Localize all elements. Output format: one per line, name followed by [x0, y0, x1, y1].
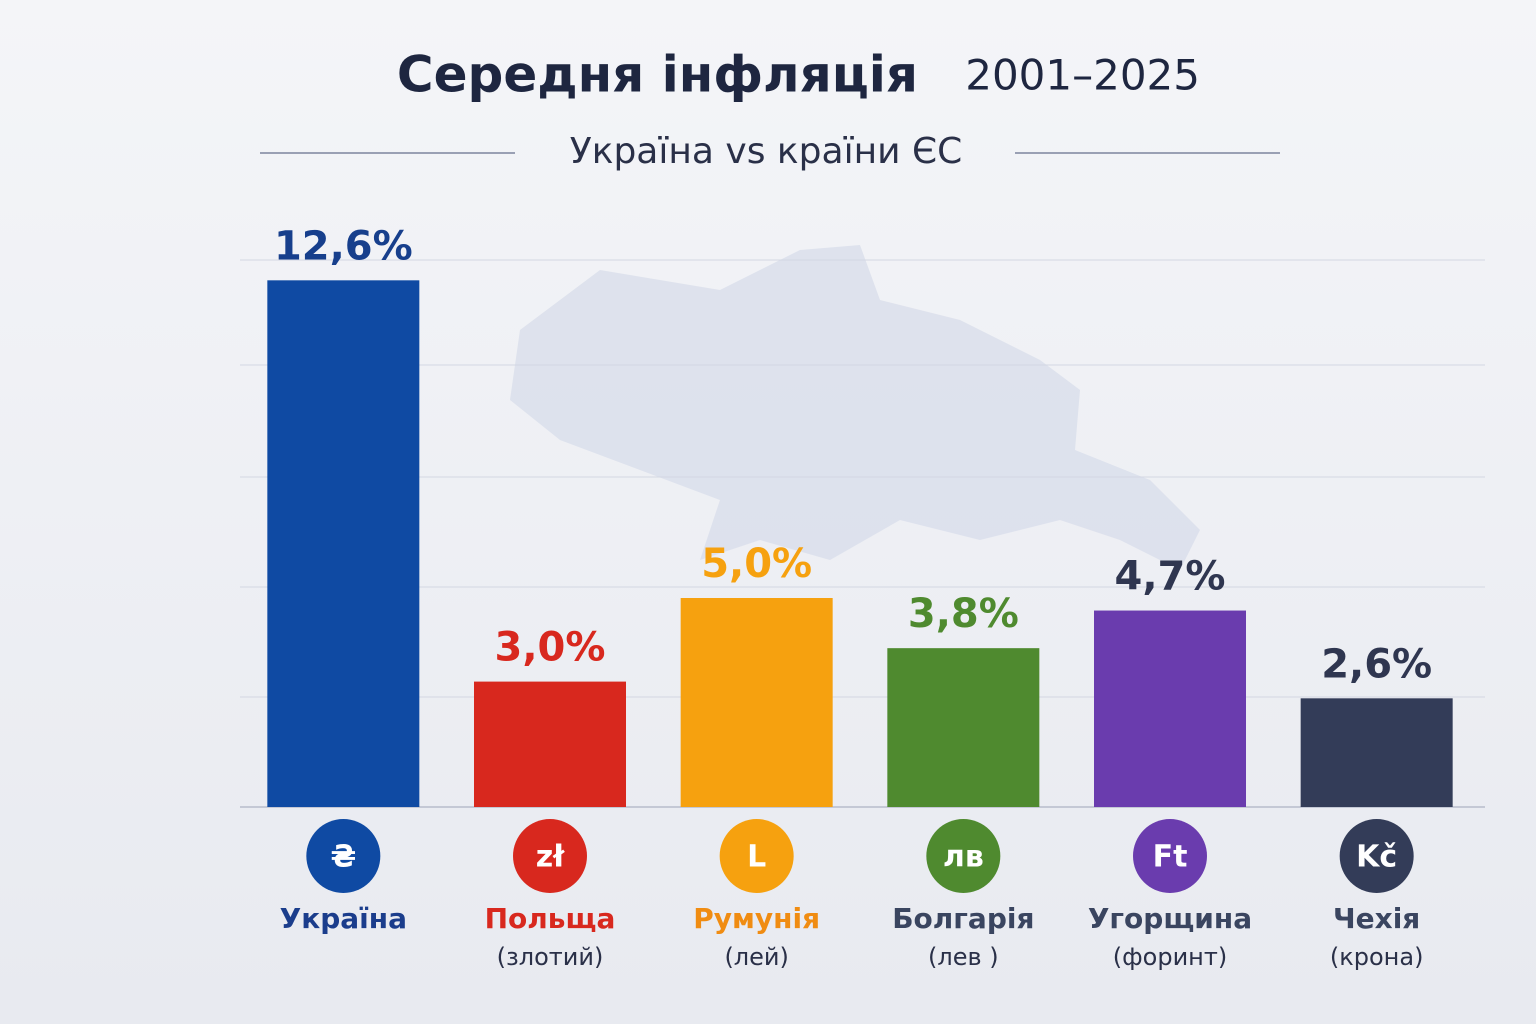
value-label: 4,7% — [1115, 554, 1226, 600]
currency-icon — [926, 819, 1001, 893]
currency-symbol: Kč — [1356, 840, 1397, 875]
currency-name: (лев ) — [928, 943, 999, 971]
x-tick-label: Румунія — [693, 902, 820, 935]
currency-symbol: ₴ — [330, 840, 356, 875]
value-label: 2,6% — [1321, 641, 1432, 687]
currency-name: (лей) — [724, 943, 788, 971]
currency-icon — [1339, 819, 1414, 893]
bar — [474, 681, 626, 807]
x-tick-label: Болгарія — [892, 902, 1034, 935]
chart-title: Середня інфляція — [397, 46, 918, 104]
currency-icon — [719, 819, 794, 893]
currency-icon — [306, 819, 381, 893]
currency-symbol: zł — [536, 840, 565, 875]
x-tick-label: Чехія — [1333, 902, 1420, 935]
background-lines — [240, 259, 1485, 698]
currency-symbol: L — [747, 840, 766, 875]
value-label: 3,8% — [908, 591, 1019, 637]
currency-symbol: Ft — [1153, 840, 1188, 875]
currency-name: (крона) — [1330, 943, 1424, 971]
value-label: 5,0% — [701, 541, 812, 587]
bar — [1094, 610, 1246, 807]
bar — [887, 648, 1040, 807]
currency-name: (форинт) — [1113, 943, 1227, 971]
currency-name: (злотий) — [497, 943, 604, 971]
bar — [1300, 698, 1453, 807]
value-label: 12,6% — [274, 223, 413, 269]
map-silhouette — [510, 245, 1200, 570]
x-tick-label: Польща — [485, 902, 616, 935]
x-tick-label: Угорщина — [1088, 902, 1252, 935]
x-tick-label: Україна — [280, 902, 407, 935]
currency-icon — [513, 819, 587, 893]
chart-subtitle: Україна vs країни ЄС — [570, 131, 962, 172]
chart-title-years: 2001–2025 — [965, 51, 1200, 100]
value-label: 3,0% — [495, 625, 606, 671]
currency-icon — [1133, 819, 1207, 893]
currency-symbol: лв — [943, 840, 984, 875]
bar — [267, 280, 420, 807]
bar — [680, 598, 833, 807]
